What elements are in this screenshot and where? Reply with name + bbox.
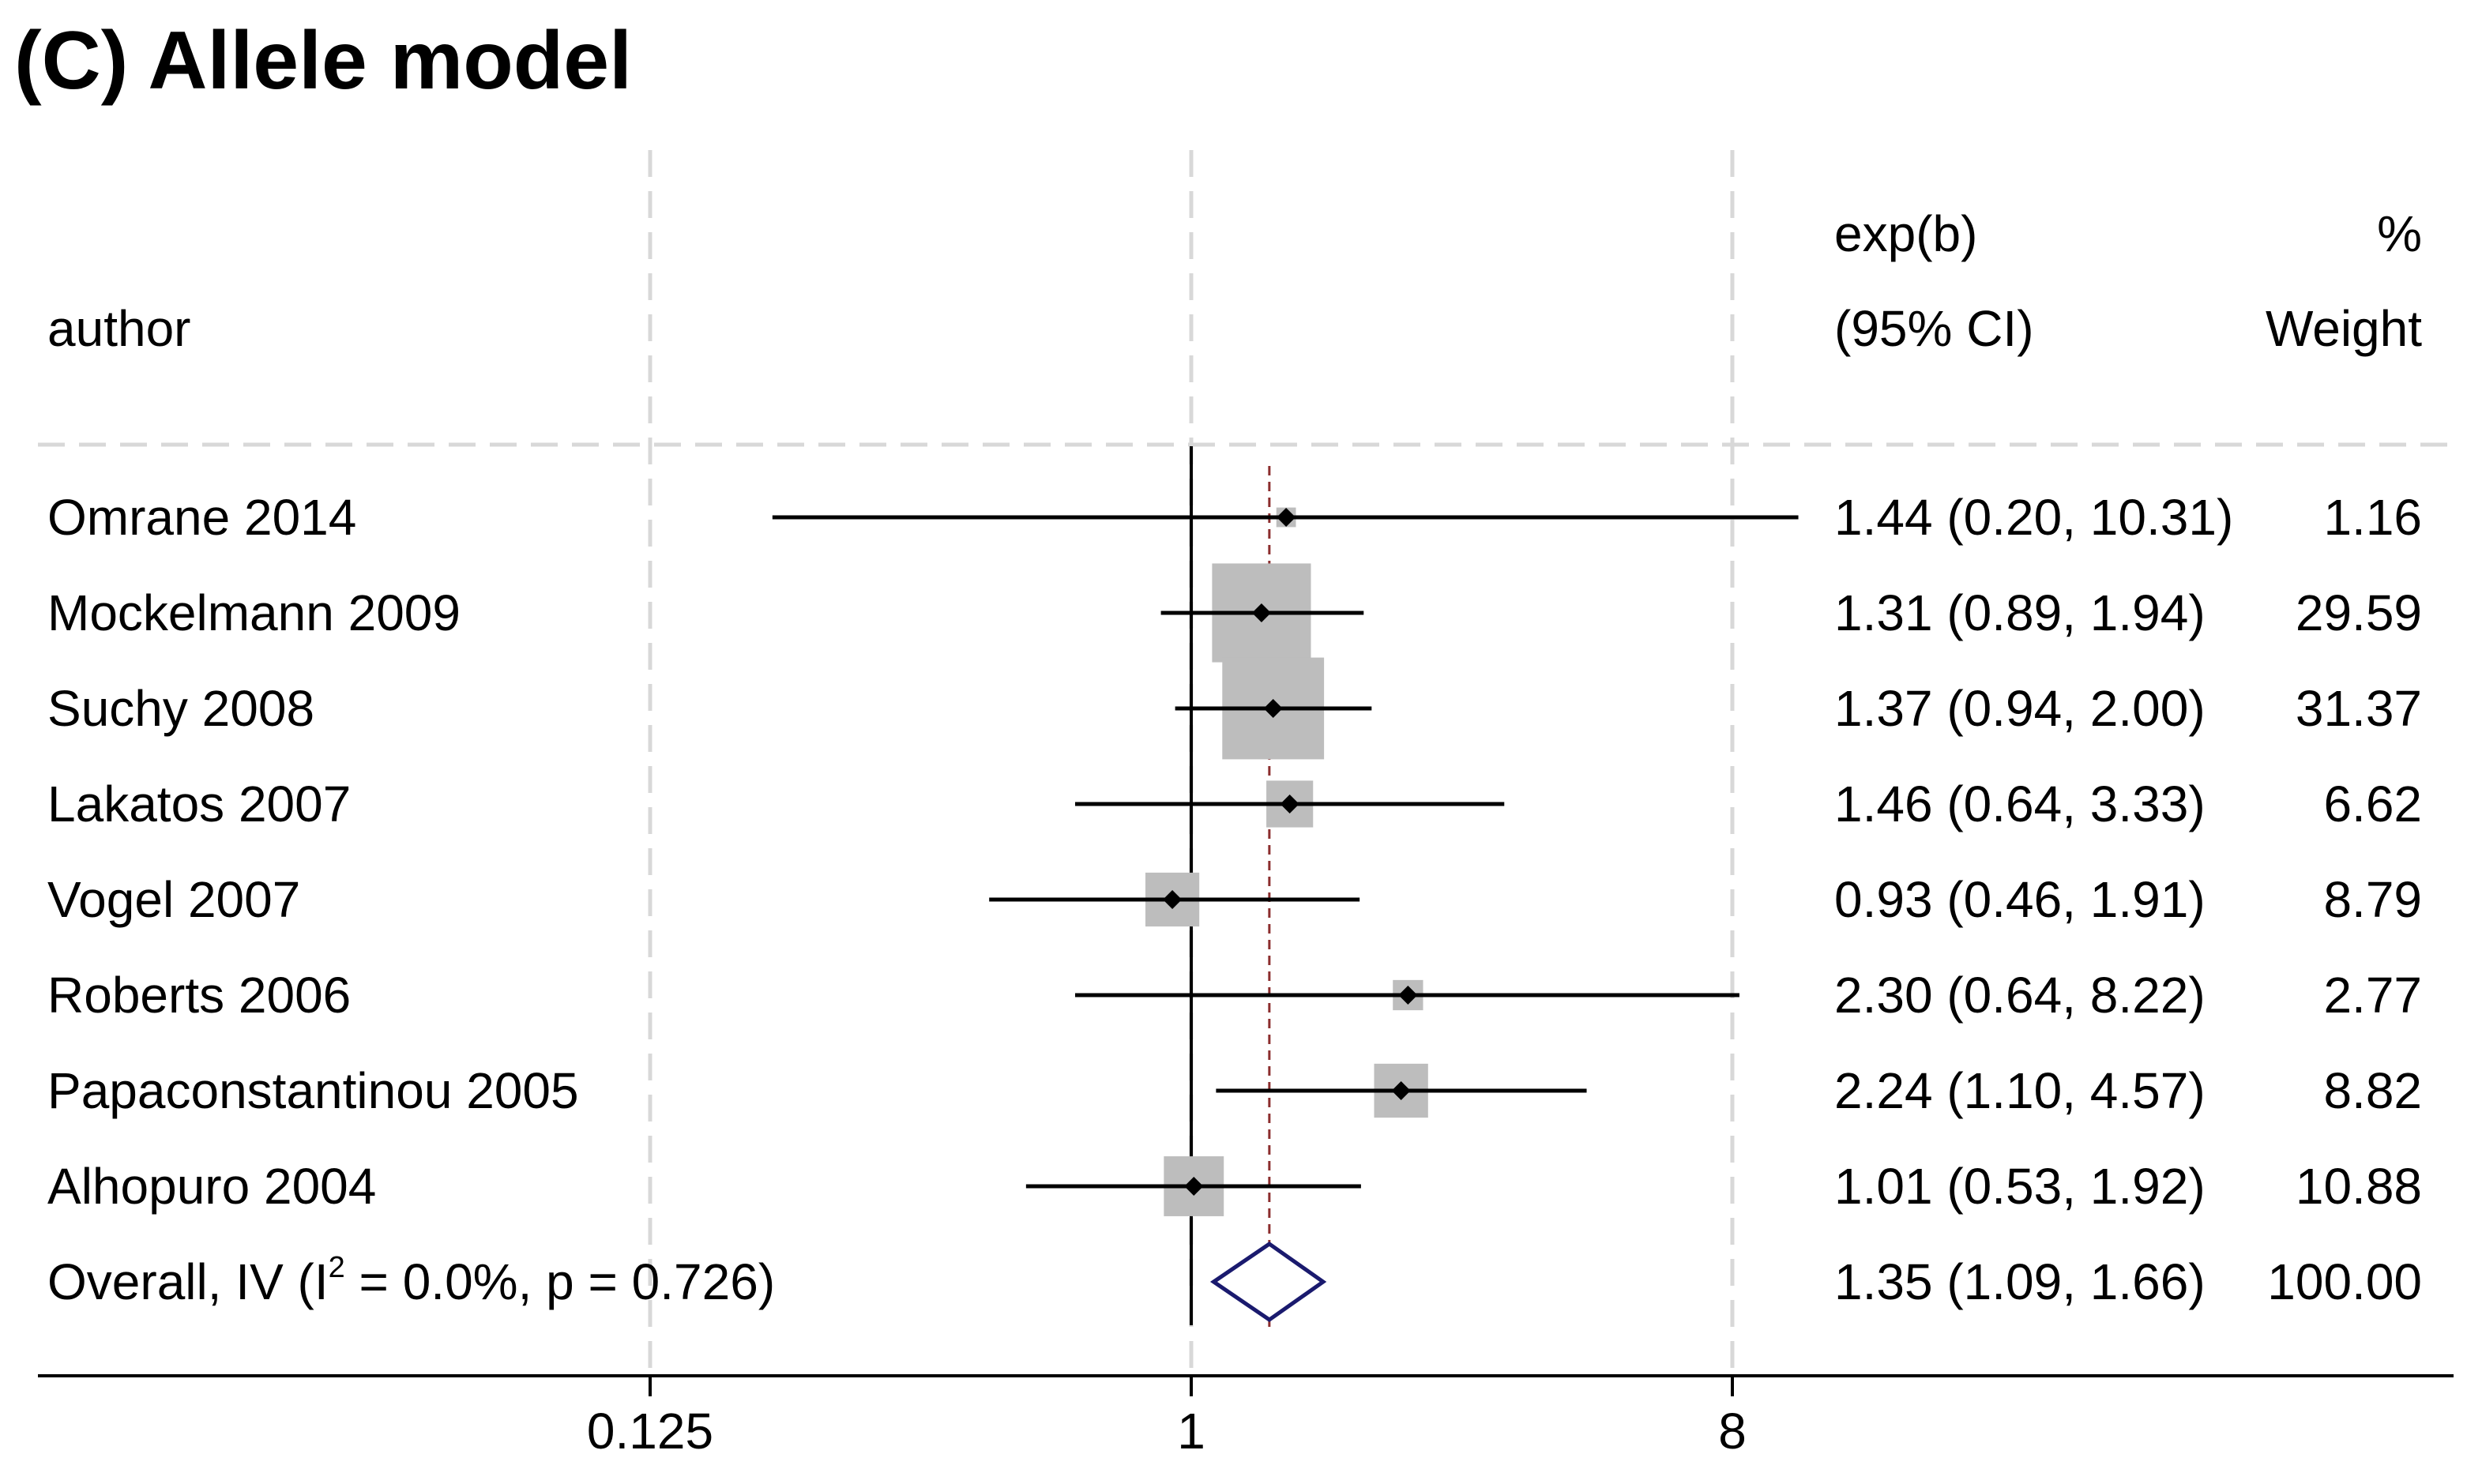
weight-text: 31.37: [2296, 680, 2422, 737]
header-effect-line1: exp(b): [1834, 205, 1977, 262]
overall-diamond: [1209, 1241, 1327, 1323]
chart-title: (C) Allele model: [14, 15, 632, 107]
weight-text: 6.62: [2323, 776, 2422, 832]
point-estimate: [1263, 699, 1283, 718]
ci-text: 2.24 (1.10, 4.57): [1834, 1062, 2206, 1119]
weight-text: 8.82: [2323, 1062, 2422, 1119]
ci-text: 1.01 (0.53, 1.92): [1834, 1158, 2206, 1215]
point-estimate: [1280, 795, 1299, 813]
weight-text: 8.79: [2323, 871, 2422, 928]
point-estimate: [1277, 508, 1296, 527]
weight-text: 10.88: [2296, 1158, 2422, 1215]
study-label: Roberts 2006: [47, 967, 351, 1024]
header-weight-line2: Weight: [2266, 300, 2422, 357]
study-label: Alhopuro 2004: [47, 1158, 376, 1215]
overall-ci-text: 1.35 (1.09, 1.66): [1834, 1253, 2206, 1310]
point-estimate: [1398, 986, 1418, 1005]
study-label: Mockelmann 2009: [47, 584, 461, 641]
study-label: Vogel 2007: [47, 871, 300, 928]
ci-text: 1.46 (0.64, 3.33): [1834, 776, 2206, 832]
header-effect-line2: (95% CI): [1834, 300, 2034, 357]
header-weight-line1: %: [2377, 205, 2422, 262]
ci-text: 0.93 (0.46, 1.91): [1834, 871, 2206, 928]
x-tick-label: 8: [1718, 1403, 1747, 1460]
study-label: Lakatos 2007: [47, 776, 351, 832]
study-label: Papaconstantinou 2005: [47, 1062, 579, 1119]
overall-label: Overall, IV (I2 = 0.0%, p = 0.726): [47, 1251, 775, 1310]
weight-text: 29.59: [2296, 584, 2422, 641]
ci-text: 1.37 (0.94, 2.00): [1834, 680, 2206, 737]
study-label: Omrane 2014: [47, 489, 356, 546]
ci-text: 1.44 (0.20, 10.31): [1834, 489, 2233, 546]
ci-text: 1.31 (0.89, 1.94): [1834, 584, 2206, 641]
study-label: Suchy 2008: [47, 680, 314, 737]
x-tick-label: 1: [1177, 1403, 1205, 1460]
point-estimate: [1251, 603, 1271, 622]
weight-text: 2.77: [2323, 967, 2422, 1024]
header-author: author: [47, 300, 190, 357]
weight-text: 1.16: [2323, 489, 2422, 546]
ci-text: 2.30 (0.64, 8.22): [1834, 967, 2206, 1024]
overall-weight-text: 100.00: [2267, 1253, 2422, 1310]
point-estimate: [1163, 890, 1183, 909]
x-tick-label: 0.125: [587, 1403, 713, 1460]
point-estimate: [1391, 1081, 1411, 1100]
point-estimate: [1184, 1177, 1204, 1196]
